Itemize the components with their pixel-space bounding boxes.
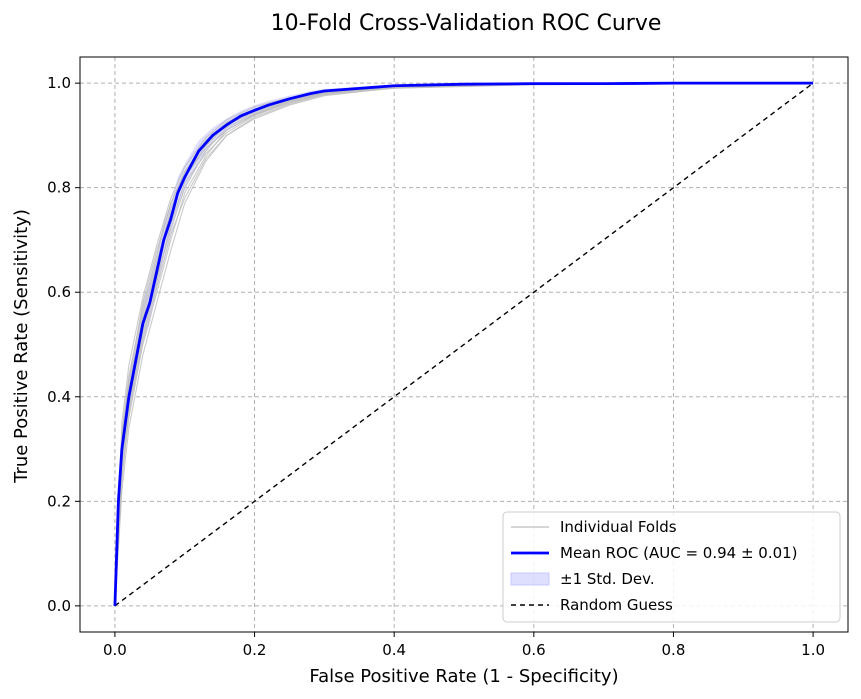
legend-label: Mean ROC (AUC = 0.94 ± 0.01)	[560, 544, 798, 562]
fold-roc-line	[114, 82, 814, 606]
legend-label: Individual Folds	[560, 518, 677, 536]
legend-swatch-band	[510, 572, 550, 586]
legend-box	[502, 511, 841, 623]
x-tick-label: 0.6	[522, 641, 546, 659]
legend-label: Random Guess	[560, 596, 673, 614]
y-tick-label: 0.0	[47, 597, 71, 615]
y-tick-label: 0.8	[47, 179, 71, 197]
y-tick-label: 0.6	[47, 283, 71, 301]
y-tick-label: 0.4	[47, 388, 71, 406]
random-guess-line	[114, 82, 814, 607]
x-tick-label: 0.0	[103, 641, 127, 659]
y-tick-label: 1.0	[47, 74, 71, 92]
mean-roc	[113, 81, 814, 606]
plot-frame	[79, 56, 849, 633]
legend-label: ±1 Std. Dev.	[560, 570, 655, 588]
y-tick-label: 0.2	[47, 492, 71, 510]
mean-roc-line	[113, 81, 814, 606]
legend: Individual Folds Mean ROC (AUC = 0.94 ± 0…	[502, 511, 841, 623]
random-guess	[114, 82, 814, 607]
axis-ticks: 0.0 0.2 0.4 0.6 0.8 1.0 0.0 0.2 0.4 0.6 0.8 1.0	[47, 74, 825, 659]
x-tick-label: 1.0	[801, 641, 825, 659]
x-tick-label: 0.4	[382, 641, 406, 659]
y-axis-label: True Positive Rate (Sensitivity)	[11, 209, 32, 484]
chart-title: 10-Fold Cross-Validation ROC Curve	[271, 11, 662, 36]
fold-roc-line	[114, 82, 814, 606]
x-tick-label: 0.8	[662, 641, 686, 659]
x-axis-label: False Positive Rate (1 - Specificity)	[309, 666, 618, 687]
x-tick-label: 0.2	[243, 641, 267, 659]
